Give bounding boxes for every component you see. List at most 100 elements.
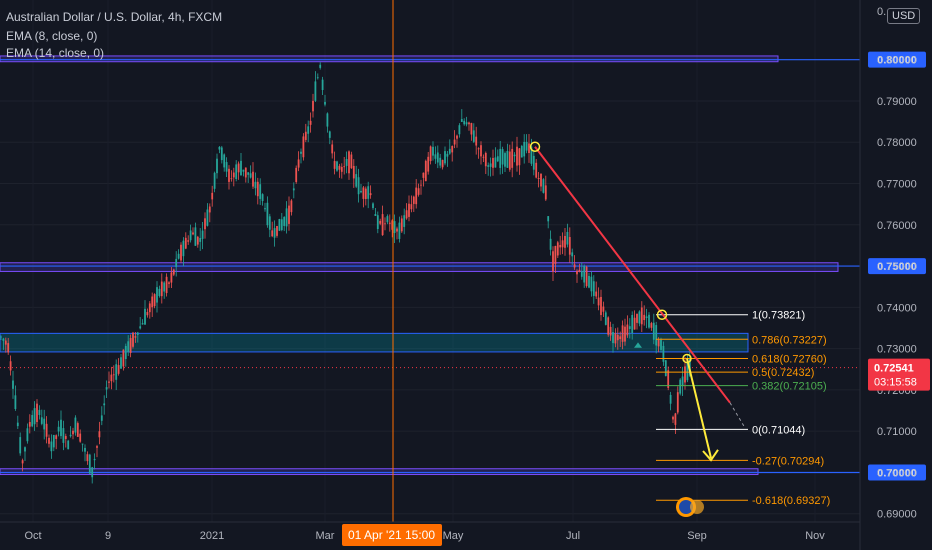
ema-8-legend[interactable]: EMA (8, close, 0) <box>6 29 98 43</box>
candle-body <box>331 144 334 154</box>
candle-body <box>148 303 151 313</box>
candle-body <box>352 165 355 179</box>
candle-body <box>36 403 38 422</box>
candle-body <box>240 160 242 176</box>
candle-body <box>460 119 463 122</box>
candlesticks <box>0 62 691 484</box>
candle-body <box>420 184 422 186</box>
candle-body <box>79 433 82 442</box>
candle-body <box>324 101 326 105</box>
level-price-label: 0.75000 <box>877 261 917 273</box>
candle-body <box>489 163 492 167</box>
candle-body <box>321 79 324 90</box>
candle-body <box>115 364 118 380</box>
candle-body <box>338 165 341 170</box>
fib-level-label: 0.5(0.72432) <box>752 367 814 379</box>
candle-body <box>216 158 218 174</box>
candle-body <box>50 441 53 452</box>
candle-body <box>175 258 178 267</box>
candle-body <box>120 357 122 369</box>
candle-body <box>67 440 70 450</box>
candle-body <box>64 436 67 439</box>
candle-body <box>156 287 158 303</box>
candle-body <box>530 146 533 164</box>
candle-body <box>619 336 622 340</box>
candle-body <box>652 322 655 340</box>
candle-body <box>103 403 106 406</box>
candle-body <box>388 222 391 224</box>
candle-body <box>369 193 372 196</box>
candle-body <box>348 151 350 174</box>
current-price-tag <box>868 358 930 391</box>
candle-body <box>93 458 96 461</box>
candle-body <box>465 122 468 125</box>
candle-body <box>86 454 89 462</box>
candle-body <box>592 281 595 296</box>
price-axis: 0.690000.700000.710000.720000.730000.740… <box>859 0 930 550</box>
candle-body <box>300 151 302 154</box>
candle-body <box>307 126 310 134</box>
candle-body <box>280 219 283 231</box>
candle-body <box>38 409 41 415</box>
candle-body <box>580 270 583 277</box>
candle-body <box>391 220 394 230</box>
candle-body <box>196 236 199 245</box>
time-tick-label: Jul <box>566 530 580 542</box>
candle-body <box>504 153 506 167</box>
candle-body <box>328 131 331 138</box>
candle-body <box>434 154 437 159</box>
time-tick-label: 9 <box>105 530 111 542</box>
candle-body <box>674 413 677 425</box>
candle-body <box>650 323 653 328</box>
candle-body <box>626 324 629 336</box>
axis-top-label: 0. <box>877 6 887 18</box>
candle-body <box>436 152 439 163</box>
candle-body <box>108 381 110 383</box>
candle-body <box>499 148 502 168</box>
candle-body <box>549 238 552 250</box>
candle-body <box>518 148 521 166</box>
candle-body <box>184 237 187 249</box>
price-tick-label: 0.77000 <box>877 179 917 191</box>
candle-body <box>228 168 230 182</box>
price-tick-label: 0.78000 <box>877 137 917 149</box>
candle-body <box>345 158 348 166</box>
candle-body <box>31 415 34 427</box>
candle-body <box>105 387 108 390</box>
price-tick-label: 0.79000 <box>877 96 917 108</box>
currency-button[interactable]: USD <box>887 8 921 24</box>
candle-body <box>141 323 144 325</box>
candle-body <box>451 145 454 153</box>
candle-body <box>669 394 672 404</box>
candle-body <box>151 296 154 308</box>
candle-body <box>4 340 7 345</box>
candle-body <box>24 447 26 452</box>
candle-body <box>247 172 250 175</box>
candle-body <box>360 190 362 193</box>
candle-body <box>520 145 523 158</box>
candle-body <box>160 281 163 297</box>
candle-body <box>237 163 240 173</box>
chart-title: Australian Dollar / U.S. Dollar, 4h, FXC… <box>6 10 223 24</box>
candle-body <box>501 149 504 165</box>
candle-body <box>297 159 300 168</box>
candle-body <box>350 154 353 169</box>
candle-body <box>655 325 658 346</box>
ema-14-legend[interactable]: EMA (14, close, 0) <box>6 46 105 60</box>
candle-body <box>640 307 643 325</box>
time-axis: Oct 9 2021 Mar May Jul Sep Nov 01 Apr '21 15:00 <box>0 521 860 546</box>
candle-body <box>364 188 367 200</box>
candle-body <box>492 158 494 168</box>
candle-body <box>43 418 46 430</box>
fib-level-label: 0(0.71044) <box>752 424 805 436</box>
candle-body <box>165 276 168 294</box>
candle-body <box>112 374 115 376</box>
candle-body <box>535 162 538 178</box>
candle-body <box>136 332 139 335</box>
level-price-tag <box>868 51 926 68</box>
candle-body <box>621 325 624 342</box>
support-resistance-zones <box>0 55 839 476</box>
candle-body <box>547 216 550 222</box>
candle-body <box>124 345 127 360</box>
